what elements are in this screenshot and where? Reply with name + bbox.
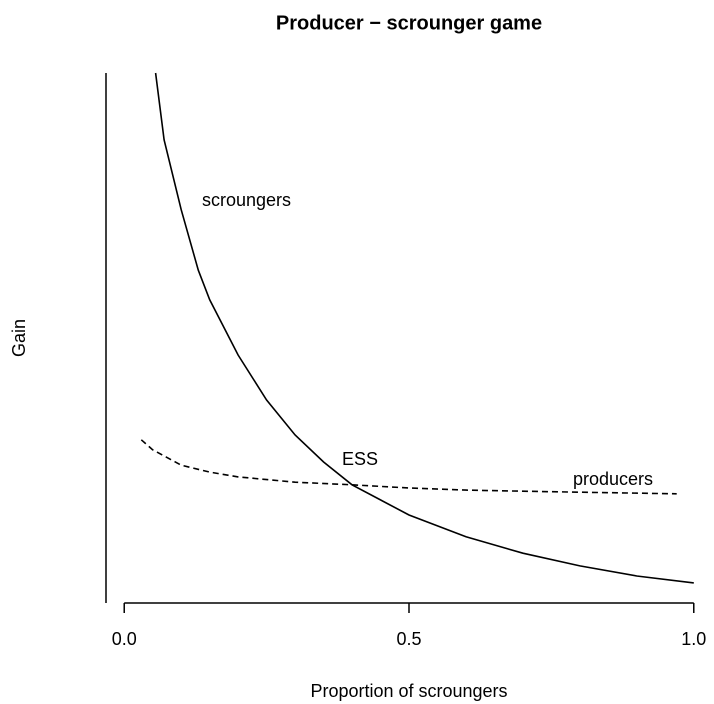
x-axis-label: Proportion of scroungers xyxy=(310,681,507,701)
line-series xyxy=(140,439,677,495)
x-tick-label: 0.0 xyxy=(112,629,137,649)
series-label: producers xyxy=(573,469,653,489)
x-tick-label: 1.0 xyxy=(681,629,706,649)
series-label: scroungers xyxy=(202,190,291,210)
y-axis-label: Gain xyxy=(9,319,29,357)
annotation: ESS xyxy=(342,449,378,469)
x-tick-label: 0.5 xyxy=(396,629,421,649)
chart-title: Producer − scrounger game xyxy=(276,12,542,34)
line-series xyxy=(154,72,694,584)
